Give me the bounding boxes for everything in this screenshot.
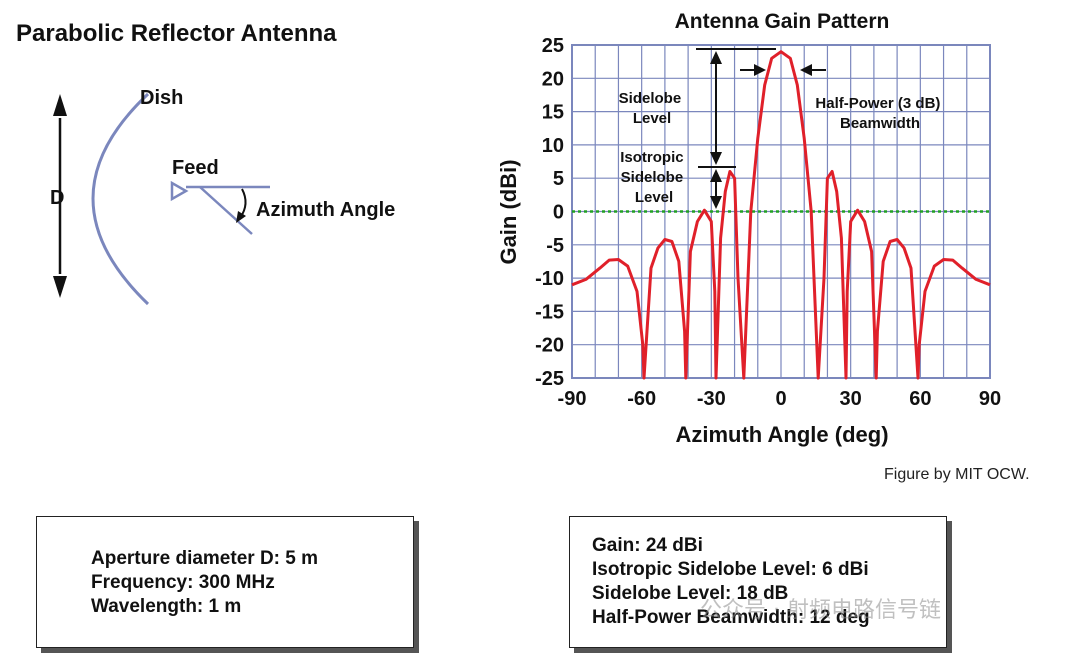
dish-curve xyxy=(91,92,150,306)
angle-arc-arrowhead xyxy=(236,211,246,223)
antenna-diagram: D Dish Feed Azimuth Angle xyxy=(50,87,395,306)
sidelobe-ann-line2: Level xyxy=(633,110,671,127)
frequency-line: Frequency: 300 MHz xyxy=(91,572,275,593)
feed-label: Feed xyxy=(172,157,219,179)
diagram-title: Parabolic Reflector Antenna xyxy=(16,20,337,47)
iso-arrow-up xyxy=(710,169,722,182)
y-tick-label: -15 xyxy=(535,301,564,323)
iso-ann-line2: Sidelobe xyxy=(621,169,684,186)
chart-title: Antenna Gain Pattern xyxy=(675,10,890,33)
figure-credit: Figure by MIT OCW. xyxy=(884,466,1030,483)
watermark: 公众号 · 射频电路信号链 xyxy=(700,598,941,623)
beamwidth-line: Half-Power Beamwidth: 12 deg xyxy=(592,607,870,628)
wavelength-line: Wavelength: 1 m xyxy=(91,596,242,617)
y-tick-label: 0 xyxy=(553,202,564,224)
y-tick-label: 25 xyxy=(542,35,564,57)
gain-curve xyxy=(571,50,991,380)
sidelobe-level-annotation: Sidelobe Level xyxy=(619,90,686,127)
y-tick-label: 10 xyxy=(542,135,564,157)
x-tick-label: 0 xyxy=(775,388,786,410)
half-power-annotation: Half-Power (3 dB) Beamwidth xyxy=(815,95,944,132)
x-tick-label: -60 xyxy=(627,388,656,410)
dish-label: Dish xyxy=(140,87,183,109)
y-tick-label: 15 xyxy=(542,102,564,124)
gain-results-box: Gain: 24 dBi Isotropic Sidelobe Level: 6… xyxy=(569,516,947,648)
feed-horn xyxy=(170,180,189,202)
x-tick-label: 60 xyxy=(909,388,931,410)
azimuth-line xyxy=(199,186,253,235)
x-tick-label: 90 xyxy=(979,388,1001,410)
isotropic-sidelobe-annotation: Isotropic Sidelobe Level xyxy=(620,149,688,206)
iso-arrow-down xyxy=(710,196,722,209)
hp-ann-line2: Beamwidth xyxy=(840,115,920,132)
hp-ann-line1: Half-Power (3 dB) xyxy=(815,95,940,112)
y-tick-label: -10 xyxy=(535,268,564,290)
x-tick-label: -90 xyxy=(558,388,587,410)
beamwidth-arrowhead-right xyxy=(800,64,812,76)
y-tick-label: -20 xyxy=(535,335,564,357)
chart-axes: 25 20 15 10 5 0 -5 -10 -15 -20 -25-90 -60 -30 0 30 60 90 xyxy=(535,35,1001,410)
chart-annotations: Sidelobe Level Isotropic Sidelobe Level … xyxy=(619,48,944,209)
y-tick-label: -25 xyxy=(535,368,564,390)
sidelobe-level-line-text: Sidelobe Level: 18 dB xyxy=(592,583,789,604)
diameter-arrow-bottom xyxy=(53,276,67,298)
sidelobe-arrow-up xyxy=(710,51,722,64)
aperture-line: Aperture diameter D: 5 m xyxy=(91,548,319,569)
sidelobe-ann-line1: Sidelobe xyxy=(619,90,682,107)
isotropic-sidelobe-line: Isotropic Sidelobe Level: 6 dBi xyxy=(592,559,869,580)
beamwidth-arrowhead-left xyxy=(754,64,766,76)
y-axis-label: Gain (dBi) xyxy=(496,159,521,264)
x-tick-label: 30 xyxy=(840,388,862,410)
diameter-arrow-top xyxy=(53,94,67,116)
y-tick-label: 5 xyxy=(553,168,564,190)
iso-ann-line1: Isotropic xyxy=(620,149,683,166)
y-tick-label: 20 xyxy=(542,68,564,90)
sidelobe-arrow-down xyxy=(710,152,722,165)
y-tick-label: -5 xyxy=(546,235,564,257)
antenna-parameters-box: Aperture diameter D: 5 m Frequency: 300 … xyxy=(36,516,414,648)
x-tick-label: -30 xyxy=(697,388,726,410)
iso-ann-line3: Level xyxy=(635,189,673,206)
d-label: D xyxy=(50,187,64,209)
gain-pattern-chart: Antenna Gain Pattern 25 20 15 10 5 0 -5 -10 -15 -… xyxy=(496,10,1001,447)
gain-line: Gain: 24 dBi xyxy=(592,535,703,556)
azimuth-angle-label: Azimuth Angle xyxy=(256,199,395,221)
x-axis-label: Azimuth Angle (deg) xyxy=(675,422,888,447)
